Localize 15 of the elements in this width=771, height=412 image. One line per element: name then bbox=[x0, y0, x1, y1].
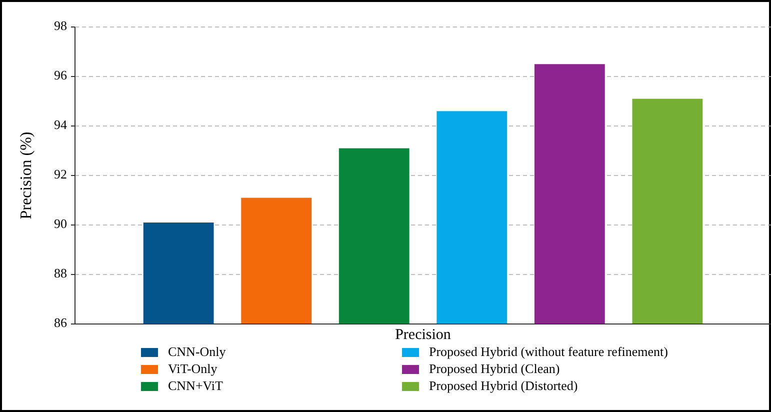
y-tick-label: 92 bbox=[54, 166, 67, 182]
legend-label: CNN-Only bbox=[168, 344, 226, 359]
legend-label: Proposed Hybrid (Clean) bbox=[429, 360, 560, 376]
legend-label: Proposed Hybrid (without feature refinement) bbox=[429, 344, 668, 359]
y-tick-label: 94 bbox=[54, 116, 68, 132]
y-tick-label: 98 bbox=[54, 18, 67, 33]
y-tick-label: 86 bbox=[54, 314, 68, 330]
y-tick-label: 90 bbox=[54, 216, 67, 231]
legend-label: CNN+ViT bbox=[168, 378, 223, 393]
legend-label: Proposed Hybrid (Distorted) bbox=[429, 378, 578, 393]
y-axis-title: Precision (%) bbox=[18, 132, 35, 220]
y-tick-label: 88 bbox=[54, 265, 67, 280]
legend-label: ViT-Only bbox=[168, 360, 218, 376]
x-tick-label: Precision bbox=[395, 327, 452, 343]
y-tick-label: 96 bbox=[54, 67, 68, 82]
